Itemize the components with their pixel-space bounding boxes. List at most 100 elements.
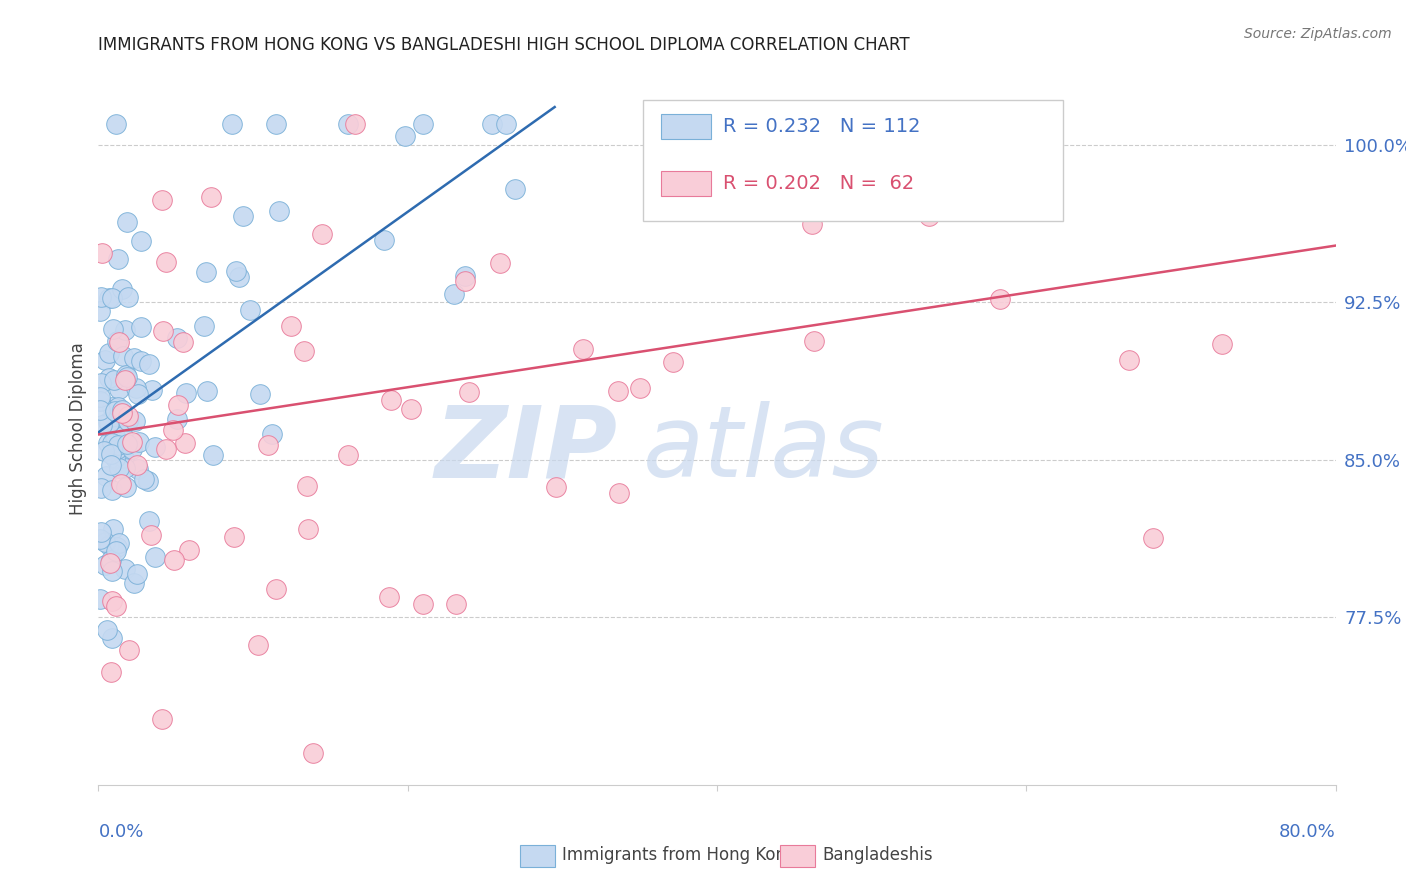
Point (96, 623, 118, 637)
Point (101, 593, 124, 607)
Point (267, 203, 290, 218)
Point (100, 552, 122, 566)
Point (90, 524, 112, 539)
Point (91, 246, 114, 260)
Point (257, 437, 280, 451)
Point (907, 166, 929, 180)
Point (546, 480, 568, 494)
Point (101, 436, 124, 450)
Point (129, 234, 152, 248)
Point (89, 532, 111, 546)
Point (89, 390, 111, 404)
Point (221, 117, 243, 131)
Point (94, 534, 117, 549)
Point (127, 462, 149, 476)
Point (98, 291, 121, 305)
Text: R = 0.202   N =  62: R = 0.202 N = 62 (723, 174, 914, 193)
Point (108, 535, 131, 549)
Point (97, 371, 120, 385)
Point (127, 387, 149, 401)
Point (297, 479, 319, 493)
Point (101, 631, 124, 645)
Point (412, 598, 434, 612)
Point (117, 409, 139, 423)
Point (141, 528, 163, 542)
Point (122, 351, 145, 366)
Point (100, 447, 122, 461)
Point (107, 461, 129, 475)
Point (108, 335, 131, 350)
Point (89, 592, 111, 607)
Point (628, 381, 651, 395)
Bar (661, 171, 711, 196)
Point (292, 343, 315, 358)
Point (607, 486, 630, 500)
Text: atlas: atlas (643, 401, 884, 498)
Point (107, 438, 129, 452)
Point (443, 287, 465, 301)
Point (201, 449, 224, 463)
Point (454, 268, 477, 283)
Point (100, 458, 122, 473)
Point (264, 117, 287, 131)
Point (661, 355, 683, 369)
Point (166, 411, 188, 425)
Point (132, 472, 155, 486)
Point (107, 540, 129, 554)
Point (90, 481, 112, 495)
Point (174, 435, 197, 450)
Text: Bangladeshis: Bangladeshis (823, 847, 934, 864)
Point (239, 303, 262, 318)
Point (337, 117, 360, 131)
Point (129, 354, 152, 368)
Point (918, 209, 941, 223)
Point (166, 331, 188, 345)
Point (264, 582, 287, 596)
Point (110, 477, 132, 491)
Point (444, 597, 467, 611)
Text: ZIP: ZIP (434, 401, 619, 498)
Point (101, 441, 124, 455)
Point (488, 256, 510, 270)
Point (571, 342, 593, 356)
Point (121, 442, 143, 456)
Point (117, 370, 139, 384)
Point (138, 514, 160, 528)
Point (709, 150, 731, 164)
Point (115, 437, 138, 451)
Point (343, 117, 366, 131)
Point (114, 460, 136, 475)
Point (114, 374, 136, 388)
Point (97, 435, 120, 450)
Point (121, 435, 143, 450)
Point (141, 383, 163, 397)
Point (143, 549, 166, 564)
Text: Source: ZipAtlas.com: Source: ZipAtlas.com (1244, 27, 1392, 41)
Point (194, 265, 217, 279)
Point (1142, 531, 1164, 545)
Point (454, 274, 477, 288)
Point (104, 429, 127, 443)
Bar (661, 114, 711, 139)
Point (107, 382, 129, 396)
Point (803, 334, 825, 348)
Point (129, 319, 152, 334)
Point (101, 564, 124, 578)
Point (311, 227, 333, 241)
Point (458, 385, 481, 400)
Point (606, 384, 628, 398)
Point (481, 117, 503, 131)
Point (105, 599, 128, 614)
Point (98, 538, 121, 552)
Point (118, 643, 141, 657)
Point (136, 474, 159, 488)
Point (225, 264, 247, 278)
Point (297, 522, 319, 536)
Point (155, 442, 177, 457)
Point (110, 282, 132, 296)
Point (193, 318, 215, 333)
Point (167, 398, 190, 412)
Point (503, 182, 526, 196)
Point (90, 376, 112, 391)
Point (1118, 353, 1140, 368)
